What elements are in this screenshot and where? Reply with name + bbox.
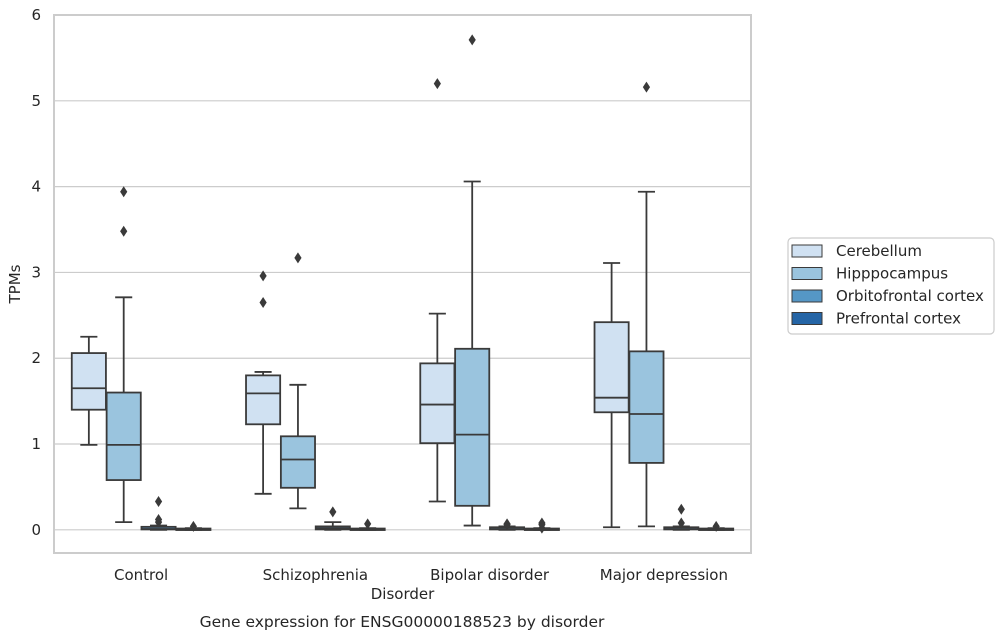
box-iqr bbox=[105, 391, 142, 481]
box-cerebellum bbox=[245, 270, 282, 495]
y-tick-labels: 0 1 2 3 4 5 6 bbox=[31, 6, 41, 539]
box-cerebellum bbox=[593, 262, 630, 529]
legend-swatch bbox=[791, 312, 823, 325]
box-orbitofrontal-cortex bbox=[140, 496, 177, 531]
outlier-marker bbox=[538, 517, 546, 529]
x-axis-label: Disorder bbox=[371, 585, 435, 603]
outlier-marker bbox=[154, 496, 163, 508]
box-hipppocampus bbox=[628, 81, 665, 528]
box-iqr bbox=[628, 350, 665, 464]
x-tick-label: Bipolar disorder bbox=[430, 566, 550, 584]
y-axis-label: TPMs bbox=[6, 264, 24, 304]
plot-frame bbox=[53, 14, 752, 554]
outlier-marker bbox=[259, 270, 267, 282]
outlier-marker bbox=[677, 517, 685, 529]
x-tick-label: Control bbox=[114, 566, 168, 584]
outlier-marker bbox=[294, 252, 302, 264]
legend-label: Prefrontal cortex bbox=[836, 310, 961, 328]
y-tick-label: 0 bbox=[31, 521, 41, 539]
outlier-marker bbox=[642, 81, 651, 93]
legend: Cerebellum Hipppocampus Orbitofrontal cort… bbox=[787, 237, 995, 335]
box-iqr bbox=[70, 352, 107, 411]
y-tick-label: 4 bbox=[31, 178, 41, 196]
legend-label: Cerebellum bbox=[836, 242, 922, 260]
box-hipppocampus bbox=[279, 252, 316, 510]
chart-caption: Gene expression for ENSG00000188523 by d… bbox=[200, 613, 605, 631]
y-tick-label: 3 bbox=[31, 263, 41, 281]
legend-label: Orbitofrontal cortex bbox=[836, 287, 984, 305]
box-iqr bbox=[279, 435, 316, 489]
outlier-marker bbox=[503, 518, 511, 530]
outlier-marker bbox=[259, 296, 267, 308]
box-iqr bbox=[419, 362, 456, 445]
legend-swatch bbox=[791, 244, 823, 258]
outlier-marker bbox=[677, 503, 685, 515]
y-tick-label: 5 bbox=[31, 92, 41, 110]
outlier-marker bbox=[154, 514, 163, 526]
box-hipppocampus bbox=[454, 34, 491, 527]
outlier-marker bbox=[364, 518, 372, 530]
box-orbitofrontal-cortex bbox=[314, 506, 351, 531]
x-tick-label: Major depression bbox=[600, 566, 728, 584]
boxes bbox=[70, 34, 735, 534]
outlier-marker bbox=[189, 520, 197, 532]
legend-swatch bbox=[791, 267, 823, 280]
x-tick-label: Schizophrenia bbox=[263, 566, 368, 584]
box-prefrontal-cortex bbox=[523, 517, 560, 534]
outlier-marker bbox=[120, 186, 128, 198]
outlier-marker bbox=[712, 520, 720, 532]
legend-frame bbox=[787, 237, 995, 335]
y-tick-label: 6 bbox=[31, 6, 41, 24]
legend-swatch bbox=[791, 289, 823, 303]
box-prefrontal-cortex bbox=[349, 518, 386, 531]
box-cerebellum bbox=[419, 78, 456, 503]
box-prefrontal-cortex bbox=[698, 520, 735, 532]
box-cerebellum bbox=[70, 335, 107, 446]
legend-label: Hipppocampus bbox=[836, 265, 948, 283]
x-tick-labels: Control Schizophrenia Bipolar disorder Majo… bbox=[114, 566, 728, 584]
box-prefrontal-cortex bbox=[175, 520, 212, 532]
box-iqr bbox=[593, 321, 630, 414]
box-iqr bbox=[245, 374, 282, 426]
outlier-marker bbox=[468, 34, 476, 46]
y-tick-label: 1 bbox=[31, 435, 41, 453]
box-orbitofrontal-cortex bbox=[489, 518, 526, 531]
outlier-marker bbox=[433, 78, 441, 90]
y-tick-label: 2 bbox=[31, 349, 41, 367]
box-orbitofrontal-cortex bbox=[663, 503, 700, 531]
box-iqr bbox=[454, 347, 491, 507]
outlier-marker bbox=[120, 225, 128, 237]
outlier-marker bbox=[329, 506, 337, 518]
box-hipppocampus bbox=[105, 186, 142, 524]
